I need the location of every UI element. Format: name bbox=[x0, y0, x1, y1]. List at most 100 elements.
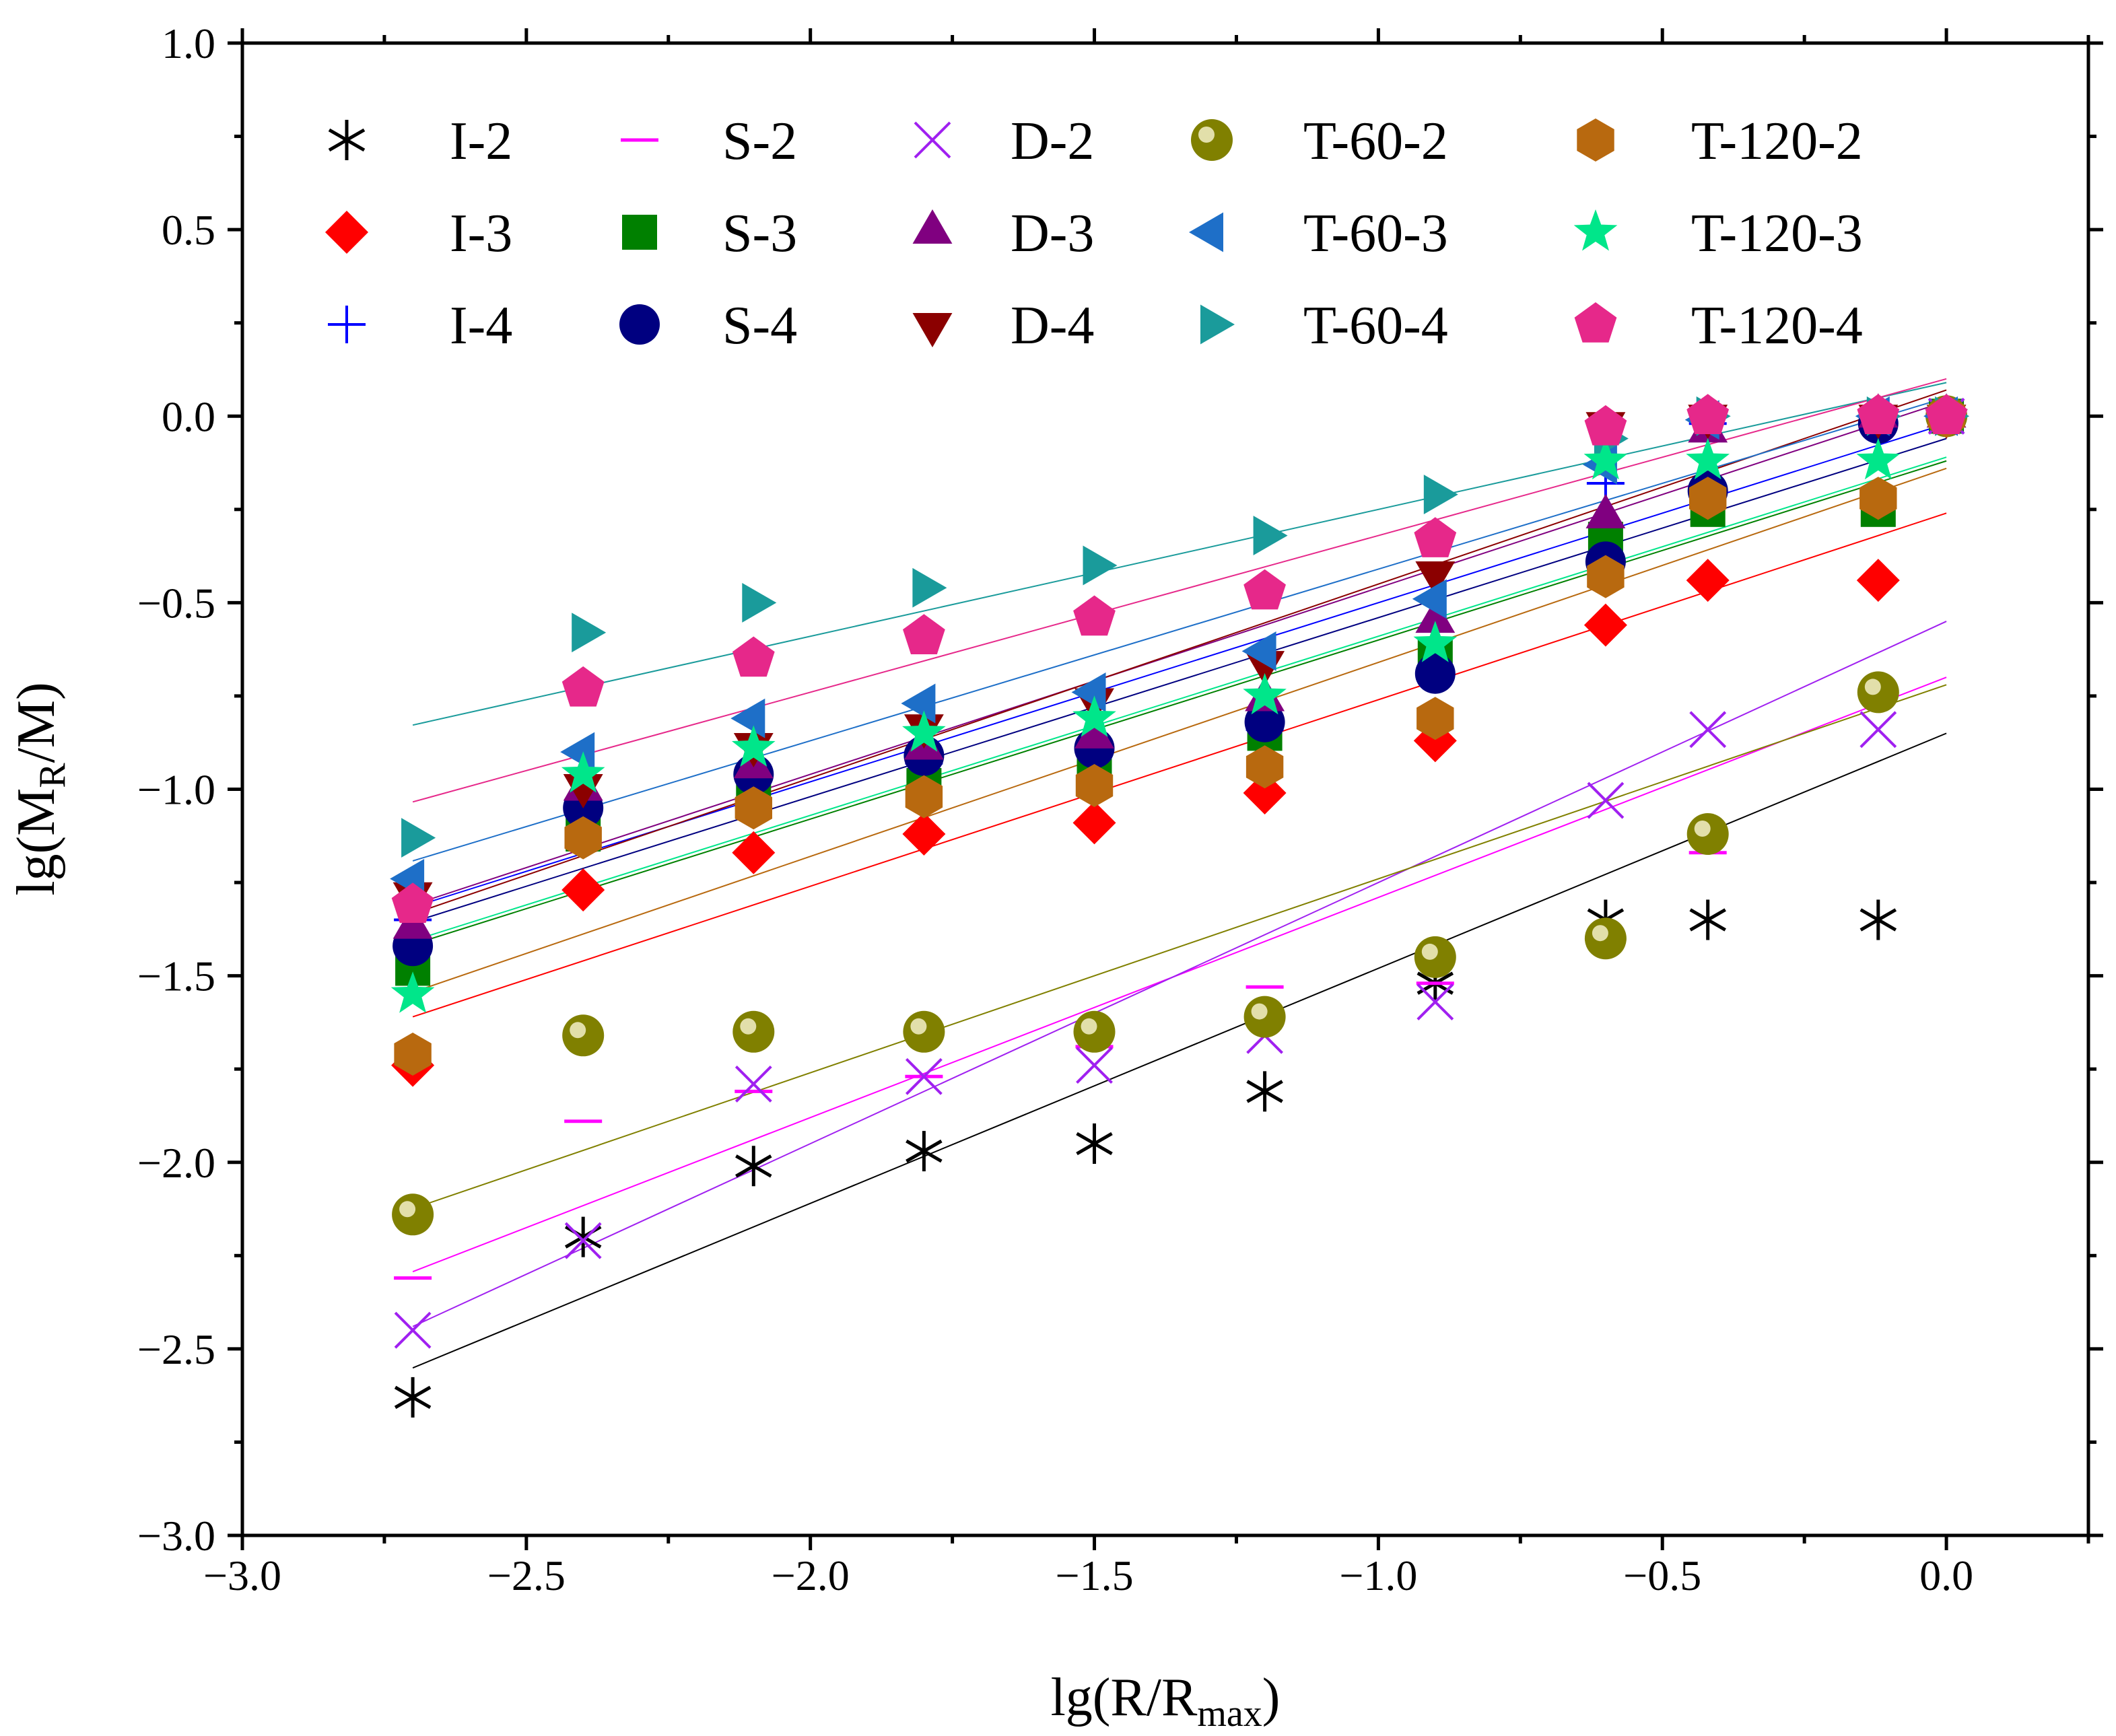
point-T-60-2-0 bbox=[392, 1193, 434, 1236]
point-I-2-0 bbox=[394, 1377, 432, 1418]
y-tick-label: 1.0 bbox=[162, 20, 215, 67]
point-T-120-2-2 bbox=[735, 786, 773, 830]
legend-marker-S-4 bbox=[619, 304, 660, 345]
point-D-2-6 bbox=[1417, 983, 1454, 1020]
legend-marker-T-60-4 bbox=[1200, 304, 1235, 345]
point-I-3-1 bbox=[561, 868, 605, 912]
y-tick-label: −0.5 bbox=[137, 579, 215, 627]
legend-marker-S-3 bbox=[622, 215, 657, 250]
point-T-60-4-3 bbox=[912, 567, 947, 608]
point-T-120-4-10 bbox=[1925, 394, 1968, 434]
fit-line-T-60-2 bbox=[412, 684, 1947, 1210]
point-T-60-4-5 bbox=[1253, 516, 1288, 556]
y-axis-title: lg(MR/M) bbox=[7, 682, 73, 895]
legend-item-I-4: I-4 bbox=[328, 296, 512, 355]
point-T-60-2-5 bbox=[1243, 996, 1286, 1038]
point-I-2-5 bbox=[1246, 1071, 1283, 1112]
point-I-2-2 bbox=[735, 1146, 772, 1187]
point-T-60-3-5 bbox=[1241, 631, 1276, 671]
point-T-60-2-4 bbox=[1073, 1010, 1116, 1053]
point-T-120-3-6 bbox=[1413, 621, 1458, 662]
point-T-120-4-4 bbox=[1073, 595, 1116, 636]
y-tick-label: 0.5 bbox=[162, 206, 215, 254]
point-T-60-4-1 bbox=[572, 613, 607, 653]
point-T-120-2-5 bbox=[1245, 745, 1284, 789]
legend-item-S-4: S-4 bbox=[619, 296, 797, 355]
legend-label-T-60-2: T-60-2 bbox=[1303, 112, 1448, 171]
point-I-3-8 bbox=[1686, 559, 1730, 602]
point-T-60-2-2 bbox=[732, 1010, 775, 1053]
point-I-3-7 bbox=[1583, 603, 1627, 647]
point-D-2-4 bbox=[1076, 1047, 1113, 1084]
point-D-2-0 bbox=[394, 1311, 432, 1349]
legend-label-S-2: S-2 bbox=[722, 112, 797, 171]
point-T-60-3-6 bbox=[1412, 579, 1447, 619]
point-T-60-2-7 bbox=[1584, 917, 1627, 960]
point-T-60-2-3 bbox=[903, 1010, 945, 1053]
legend-marker-I-3 bbox=[325, 211, 368, 254]
point-D-3-7 bbox=[1585, 493, 1626, 528]
point-T-120-3-0 bbox=[390, 971, 435, 1013]
point-T-120-2-9 bbox=[1859, 477, 1897, 520]
point-D-4-6 bbox=[1415, 561, 1456, 596]
legend-item-D-4: D-4 bbox=[912, 296, 1094, 355]
fit-line-T-120-4 bbox=[412, 378, 1947, 803]
x-tick-label: 0.0 bbox=[1919, 1552, 1973, 1599]
x-tick-label: −3.0 bbox=[203, 1552, 281, 1599]
legend-label-T-120-3: T-120-3 bbox=[1691, 204, 1863, 263]
point-D-2-3 bbox=[905, 1057, 943, 1095]
point-T-120-2-0 bbox=[394, 1033, 432, 1076]
point-I-3-5 bbox=[1243, 771, 1287, 814]
point-T-120-4-7 bbox=[1584, 405, 1627, 446]
x-tick-label: −1.0 bbox=[1339, 1552, 1417, 1599]
point-T-120-2-6 bbox=[1417, 697, 1454, 740]
x-tick-label: −2.0 bbox=[772, 1552, 850, 1599]
x-axis-title: lg(R/Rmax) bbox=[1051, 1668, 1281, 1735]
legend-marker-I-4 bbox=[328, 306, 366, 343]
legend-item-T-60-4: T-60-4 bbox=[1200, 296, 1448, 355]
legend-label-S-4: S-4 bbox=[722, 296, 797, 355]
legend-item-T-120-4: T-120-4 bbox=[1574, 296, 1863, 355]
y-tick-label: −3.0 bbox=[137, 1512, 215, 1560]
point-I-2-9 bbox=[1859, 899, 1897, 940]
point-T-60-2-6 bbox=[1414, 936, 1456, 978]
point-I-2-4 bbox=[1076, 1123, 1113, 1164]
legend-item-T-120-3: T-120-3 bbox=[1573, 204, 1863, 263]
point-D-3-4 bbox=[1074, 714, 1114, 749]
point-I-2-3 bbox=[906, 1131, 943, 1172]
point-T-60-3-4 bbox=[1071, 672, 1106, 712]
point-T-120-3-2 bbox=[731, 725, 776, 767]
legend-marker-D-3 bbox=[912, 209, 953, 244]
x-tick-label: −1.5 bbox=[1055, 1552, 1133, 1599]
legend-marker-D-2 bbox=[914, 121, 951, 159]
y-tick-label: −1.5 bbox=[137, 952, 215, 1000]
point-T-60-4-2 bbox=[742, 582, 777, 623]
y-tick-label: −2.5 bbox=[137, 1325, 215, 1373]
point-T-120-2-7 bbox=[1587, 555, 1625, 598]
point-T-60-3-3 bbox=[901, 683, 936, 724]
legend-label-T-60-3: T-60-3 bbox=[1303, 204, 1448, 263]
legend-marker-D-4 bbox=[912, 313, 953, 347]
fit-line-I-3 bbox=[412, 512, 1947, 1018]
point-T-120-3-4 bbox=[1072, 695, 1116, 737]
legend-marker-T-120-3 bbox=[1573, 209, 1618, 251]
point-T-60-3-2 bbox=[730, 698, 765, 738]
legend-label-T-120-4: T-120-4 bbox=[1691, 296, 1863, 355]
fit-line-D-2 bbox=[412, 621, 1947, 1327]
point-T-120-3-8 bbox=[1686, 438, 1730, 480]
point-T-120-4-6 bbox=[1414, 517, 1457, 557]
legend-label-I-3: I-3 bbox=[450, 204, 512, 263]
legend-label-T-120-2: T-120-2 bbox=[1691, 112, 1863, 171]
legend-label-I-4: I-4 bbox=[450, 296, 512, 355]
point-I-3-9 bbox=[1856, 559, 1900, 602]
point-D-2-8 bbox=[1689, 711, 1727, 749]
legend-marker-T-60-3 bbox=[1189, 212, 1223, 252]
legend-marker-T-120-4 bbox=[1574, 302, 1617, 343]
point-T-60-4-6 bbox=[1423, 475, 1458, 515]
point-T-120-4-8 bbox=[1686, 394, 1730, 434]
point-D-2-9 bbox=[1859, 711, 1897, 749]
legend-item-I-3: I-3 bbox=[325, 204, 512, 263]
legend-item-D-3: D-3 bbox=[912, 204, 1094, 263]
point-T-120-4-9 bbox=[1857, 394, 1900, 434]
